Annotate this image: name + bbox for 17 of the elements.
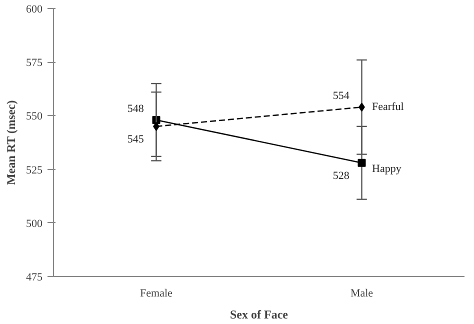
- point: [358, 158, 366, 167]
- data-label: 545: [127, 133, 144, 146]
- y-tick-label: 475: [26, 272, 43, 284]
- data-label: 548: [127, 102, 144, 115]
- y-tick-label: 550: [26, 110, 43, 123]
- y-tick-label: 600: [26, 4, 43, 16]
- x-tick-label: Male: [350, 288, 374, 300]
- data-label: 528: [332, 170, 350, 182]
- x-tick-label: Female: [140, 288, 173, 300]
- series-label: Happy: [372, 162, 402, 175]
- y-axis-title: Mean RT (msec): [4, 100, 18, 185]
- x-axis-title: Sex of Face: [230, 308, 289, 322]
- data-label: 554: [332, 90, 350, 102]
- y-tick-label: 525: [26, 164, 43, 176]
- series-label: Fearful: [372, 101, 404, 114]
- y-tick-label: 500: [26, 218, 43, 230]
- y-tick-label: 575: [26, 57, 43, 70]
